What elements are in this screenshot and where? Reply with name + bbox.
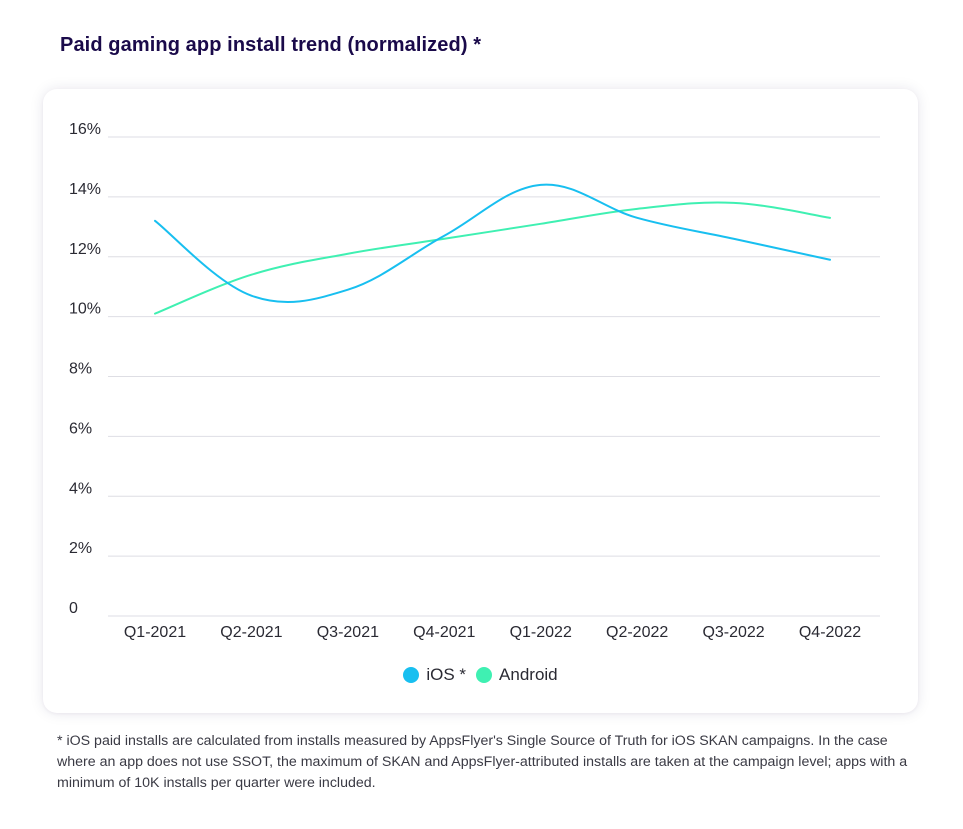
x-tick-label: Q3-2022	[702, 624, 764, 641]
data-point-ios	[443, 235, 445, 237]
legend-label-ios: iOS *	[426, 665, 467, 684]
data-point-ios	[733, 238, 735, 240]
x-tick-label: Q4-2021	[413, 624, 475, 641]
legend-item-android[interactable]: Android	[476, 665, 558, 685]
x-tick-label: Q3-2021	[317, 624, 379, 641]
y-tick-label: 4%	[69, 480, 92, 497]
data-point-android	[154, 313, 156, 315]
y-tick-label: 2%	[69, 540, 92, 557]
x-tick-label: Q2-2022	[606, 624, 668, 641]
data-point-ios	[540, 184, 542, 186]
chart-card: 0 2% 4% 6% 8% 10% 12% 14% 16% Q1-2021 Q2-2021 Q3-20…	[43, 89, 918, 713]
legend-marker-android	[476, 667, 493, 683]
chart-legend: iOS * Android	[43, 665, 918, 685]
data-point-ios	[250, 295, 252, 297]
data-point-android	[443, 238, 445, 240]
data-point-android	[347, 253, 349, 255]
data-point-android	[636, 208, 638, 210]
data-point-android	[540, 223, 542, 225]
data-point-ios	[347, 289, 349, 291]
y-tick-label: 10%	[69, 301, 101, 318]
x-tick-label: Q1-2022	[510, 624, 572, 641]
y-tick-label: 0	[69, 600, 78, 617]
x-tick-label: Q4-2022	[799, 624, 861, 641]
data-point-ios	[829, 259, 831, 261]
y-tick-label: 16%	[69, 121, 101, 138]
data-point-ios	[636, 217, 638, 219]
legend-label-android: Android	[499, 665, 558, 684]
series-line-android	[154, 201, 831, 315]
data-point-android	[250, 274, 252, 276]
chart-title: Paid gaming app install trend (normalize…	[60, 34, 482, 56]
footnote: * iOS paid installs are calculated from …	[57, 733, 908, 791]
legend-item-ios[interactable]: iOS *	[403, 665, 466, 685]
y-tick-label: 6%	[69, 420, 92, 437]
y-tick-label: 12%	[69, 241, 101, 258]
x-tick-label: Q2-2021	[220, 624, 282, 641]
data-point-android	[829, 217, 831, 219]
line-chart: 0 2% 4% 6% 8% 10% 12% 14% 16% Q1-2021 Q2-2021 Q3-20…	[69, 121, 880, 641]
y-tick-label: 8%	[69, 361, 92, 378]
series-line-ios	[154, 183, 831, 304]
legend-marker-ios	[403, 667, 420, 683]
x-tick-label: Q1-2021	[124, 624, 186, 641]
data-point-ios	[154, 220, 156, 222]
y-tick-label: 14%	[69, 181, 101, 198]
data-point-android	[733, 202, 735, 204]
